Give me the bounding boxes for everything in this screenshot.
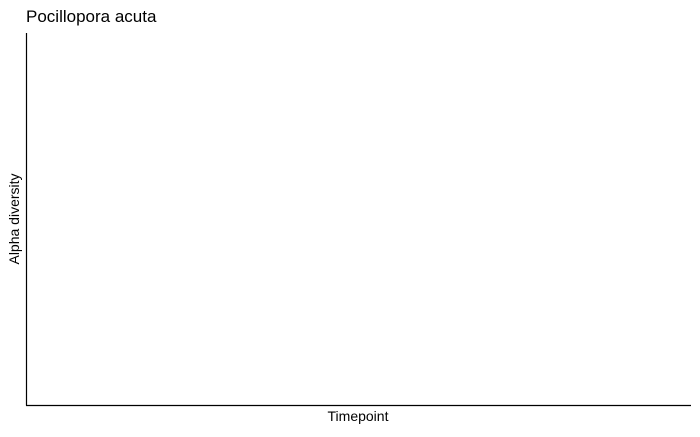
x-axis-label: Timepoint	[328, 408, 389, 424]
chart-title: Pocillopora acuta	[26, 7, 157, 26]
y-axis-label: Alpha diversity	[6, 173, 22, 264]
